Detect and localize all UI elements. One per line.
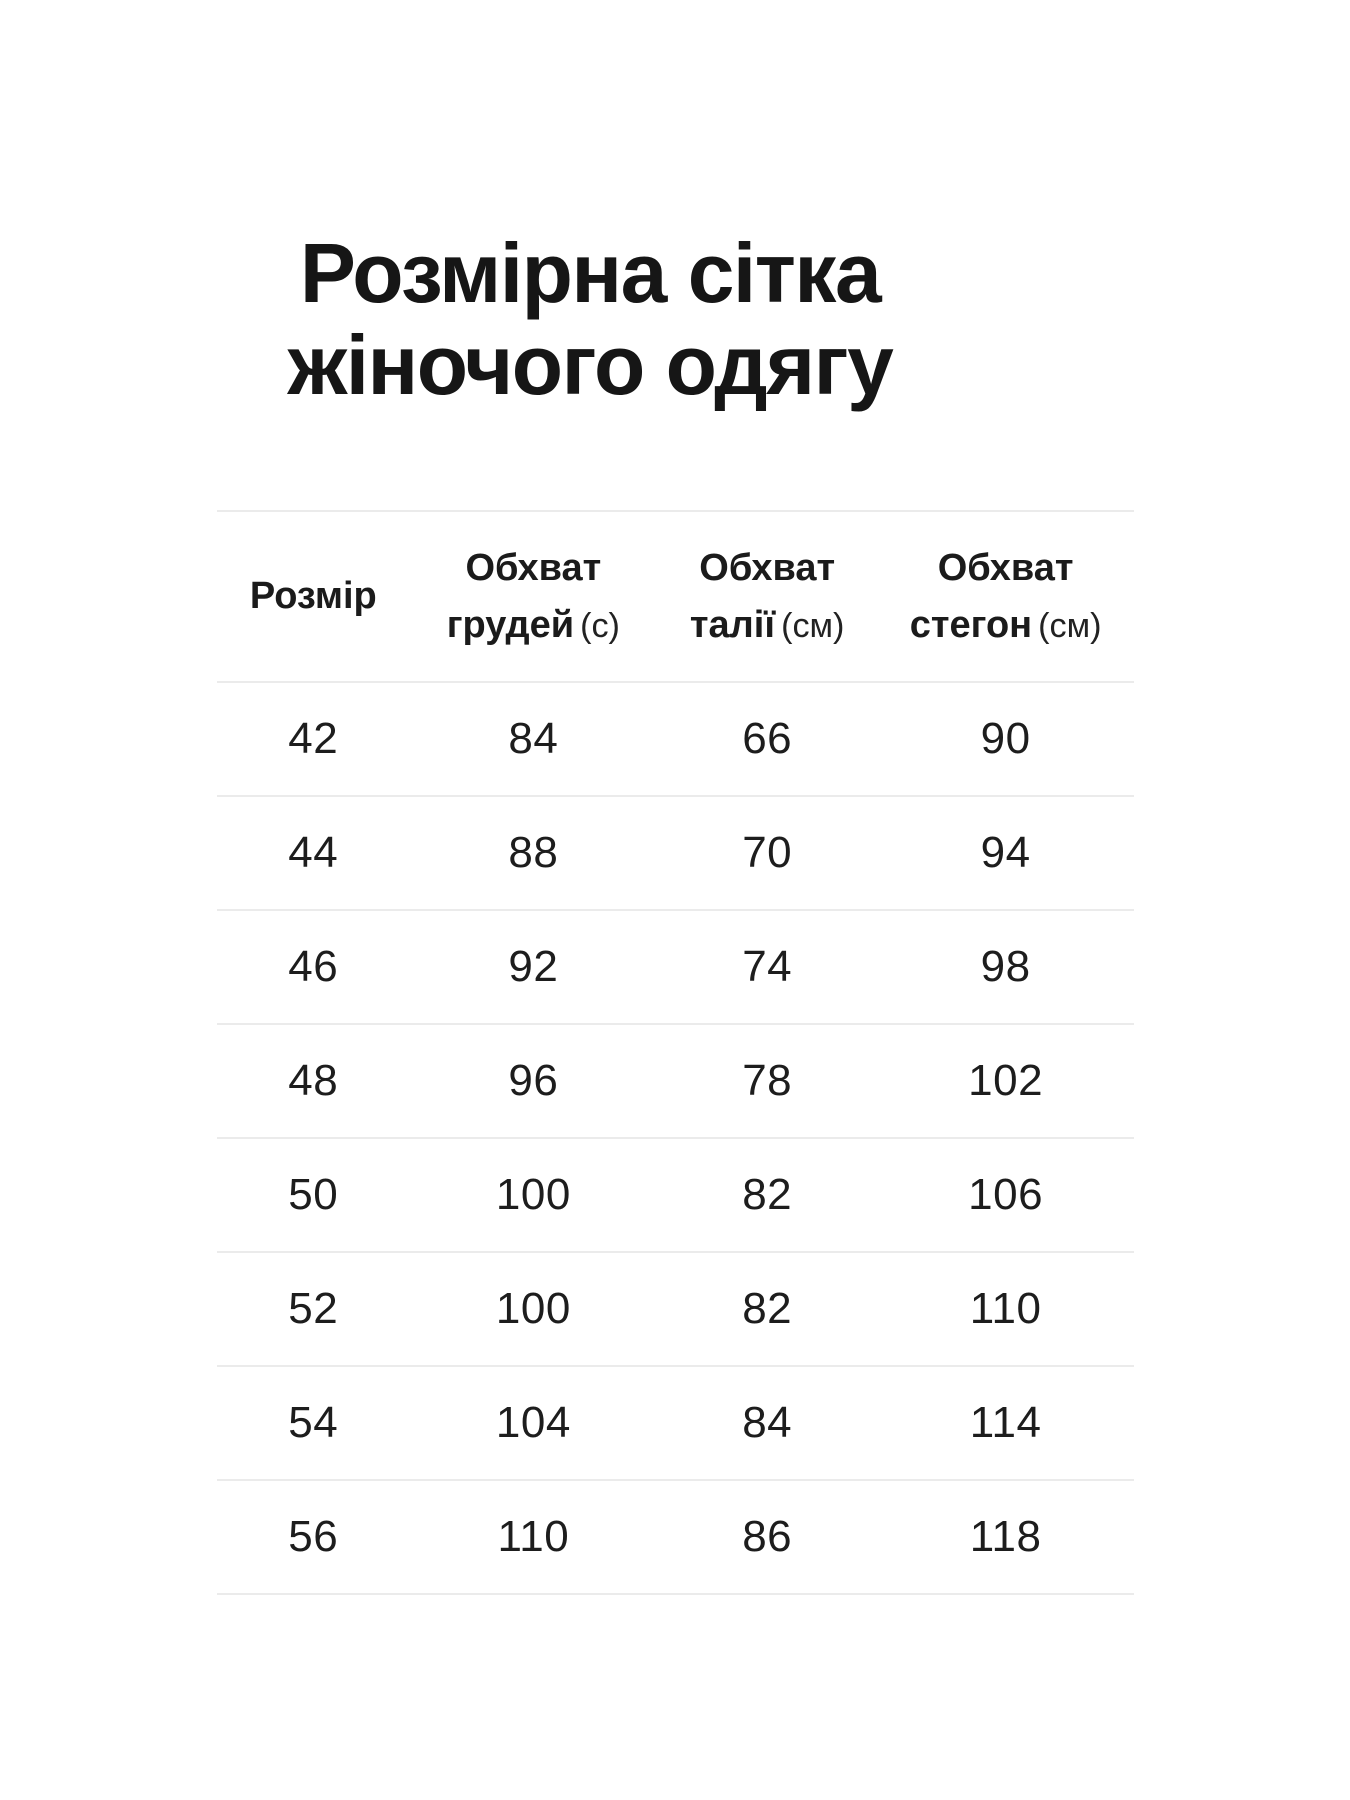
page-title-line1: Розмірна сітка	[299, 226, 882, 320]
header-hips-line1: Обхват	[937, 546, 1074, 589]
table-cell: 90	[980, 714, 1031, 763]
table-cell: 98	[980, 942, 1031, 991]
page-title: Розмірна сітка жіночого одягу	[230, 226, 950, 412]
table-cell: 100	[495, 1170, 571, 1219]
table-cell: 66	[742, 714, 793, 763]
table-cell: 42	[288, 714, 339, 763]
table-row: 48 96 78 102	[217, 1024, 1134, 1138]
header-hips-line2: стегон (см)	[877, 597, 1134, 654]
table-row: 54 104 84 114	[217, 1366, 1134, 1480]
table-cell: 102	[968, 1056, 1044, 1105]
header-size: Розмір	[217, 511, 410, 682]
table-cell: 56	[288, 1512, 339, 1561]
table-cell: 54	[288, 1398, 339, 1447]
header-row: Розмір Обхват грудей (с) Обхват талії (см)…	[217, 511, 1134, 682]
page-title-line2: жіночого одягу	[287, 317, 894, 412]
table-row: 42 84 66 90	[217, 682, 1134, 796]
header-hips-unit: (см)	[1038, 606, 1102, 645]
header-waist: Обхват талії (см)	[657, 511, 877, 682]
table-cell: 106	[968, 1170, 1044, 1219]
header-waist-line1: Обхват	[699, 546, 836, 589]
header-hips-label: стегон	[909, 603, 1033, 646]
table-cell: 84	[508, 714, 559, 763]
table-cell: 104	[495, 1398, 571, 1447]
table-cell: 92	[508, 942, 559, 991]
table-cell: 48	[288, 1056, 339, 1105]
size-chart-body: 42 84 66 90 44 88 70 94 46 92 74 98 48 96 78 102 50 100 82…	[217, 682, 1134, 1594]
table-cell: 82	[742, 1284, 793, 1333]
header-chest-label: грудей	[446, 603, 575, 646]
header-chest-line2: грудей (с)	[410, 597, 658, 654]
header-chest: Обхват грудей (с)	[410, 511, 658, 682]
table-row: 56 110 86 118	[217, 1480, 1134, 1594]
table-cell: 114	[969, 1398, 1042, 1447]
table-cell: 52	[288, 1284, 339, 1333]
header-waist-unit: (см)	[781, 606, 845, 645]
size-chart-header: Розмір Обхват грудей (с) Обхват талії (см)…	[217, 511, 1134, 682]
header-waist-line2: талії (см)	[657, 597, 877, 654]
table-row: 52 100 82 110	[217, 1252, 1134, 1366]
table-cell: 50	[288, 1170, 339, 1219]
table-cell: 110	[497, 1512, 570, 1561]
table-cell: 88	[508, 828, 559, 877]
header-waist-label: талії	[689, 603, 776, 646]
table-row: 50 100 82 106	[217, 1138, 1134, 1252]
table-row: 44 88 70 94	[217, 796, 1134, 910]
table-cell: 96	[508, 1056, 559, 1105]
table-cell: 44	[288, 828, 339, 877]
table-cell: 46	[288, 942, 339, 991]
table-cell: 78	[742, 1056, 793, 1105]
table-cell: 82	[742, 1170, 793, 1219]
table-cell: 110	[969, 1284, 1042, 1333]
table-cell: 100	[495, 1284, 571, 1333]
table-cell: 70	[742, 828, 793, 877]
header-chest-line1: Обхват	[465, 546, 602, 589]
table-cell: 86	[742, 1512, 793, 1561]
header-chest-unit: (с)	[580, 606, 620, 645]
table-cell: 74	[742, 942, 793, 991]
table-cell: 94	[980, 828, 1031, 877]
table-cell: 84	[742, 1398, 793, 1447]
header-hips: Обхват стегон (см)	[877, 511, 1134, 682]
table-cell: 118	[969, 1512, 1042, 1561]
header-size-label: Розмір	[249, 575, 377, 617]
size-chart-table: Розмір Обхват грудей (с) Обхват талії (см)…	[217, 510, 1134, 1595]
table-row: 46 92 74 98	[217, 910, 1134, 1024]
